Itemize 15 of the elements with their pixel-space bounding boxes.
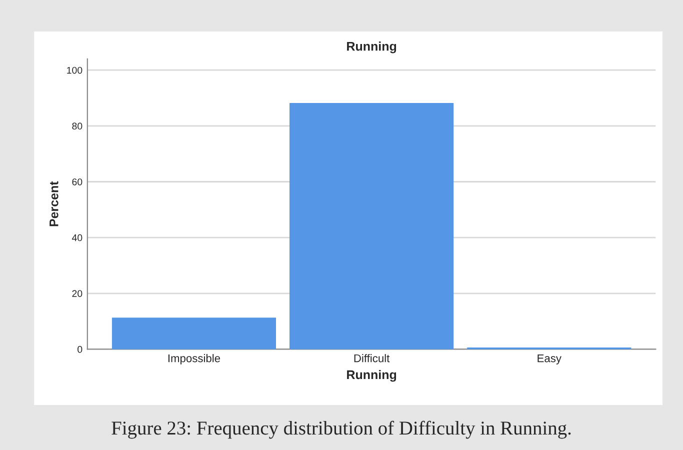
y-tick-label: 0 (78, 346, 82, 353)
bar (290, 102, 454, 350)
bar (112, 318, 276, 350)
x-axis-title: Running (347, 370, 396, 382)
y-tick-label: 20 (72, 290, 82, 297)
y-tick-label: 80 (72, 122, 82, 130)
x-tick-label: Difficult (354, 354, 390, 362)
x-tick-label: Impossible (168, 354, 220, 364)
x-tick-label: Easy (538, 354, 562, 364)
caption: Figure 23: Frequency distribution of Difficulty in Running. (112, 420, 571, 439)
y-tick-label: 60 (72, 178, 82, 186)
chart-title: Running (347, 42, 396, 54)
y-tick-label: 40 (72, 234, 82, 242)
y-axis-title: Percent (50, 181, 58, 226)
y-tick-label: 100 (67, 66, 82, 74)
